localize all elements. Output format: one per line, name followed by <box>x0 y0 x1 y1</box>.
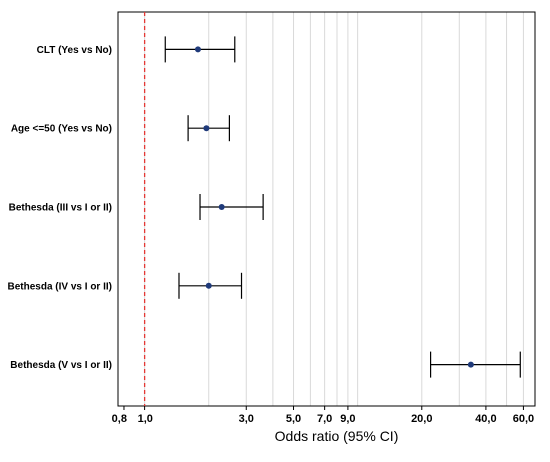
x-tick-label: 9,0 <box>340 413 355 425</box>
x-tick-label: 20,0 <box>411 413 432 425</box>
point-estimate <box>218 204 225 210</box>
forest-row: Bethesda (IV vs I or II) <box>8 272 243 299</box>
x-tick-label: 5,0 <box>286 413 301 425</box>
forest-rows: CLT (Yes vs No) Age <=50 (Yes vs No) Bethe… <box>8 36 521 378</box>
row-label: Bethesda (IV vs I or II) <box>8 281 112 292</box>
point-estimate <box>203 125 210 132</box>
x-tick-label: 0,8 <box>112 413 127 425</box>
row-label: Bethesda (V vs I or II) <box>10 360 112 371</box>
row-label: CLT (Yes vs No) <box>37 45 112 56</box>
forest-row: CLT (Yes vs No) <box>37 36 236 63</box>
x-tick-label: 60,0 <box>513 413 534 425</box>
x-tick-label: 40,0 <box>475 413 496 425</box>
x-axis-ticks: 0,8 1,0 3,0 5,0 7,0 9,0 20,0 40,0 60,0 <box>112 406 534 425</box>
x-tick-label: 7,0 <box>317 413 332 425</box>
point-estimate <box>194 46 201 53</box>
point-estimate <box>205 282 212 289</box>
forest-row: Age <=50 (Yes vs No) <box>11 115 230 142</box>
forest-row: Bethesda (III vs I or II) <box>9 194 264 220</box>
grid-lines <box>144 12 524 406</box>
row-label: Bethesda (III vs I or II) <box>9 203 112 214</box>
x-axis-title: Odds ratio (95% CI) <box>275 428 399 444</box>
point-estimate <box>467 361 474 368</box>
x-tick-label: 3,0 <box>239 413 254 425</box>
plot-frame <box>117 11 536 407</box>
forest-row: Bethesda (V vs I or II) <box>10 351 521 378</box>
row-label: Age <=50 (Yes vs No) <box>11 124 112 135</box>
x-tick-label: 1,0 <box>138 413 153 425</box>
